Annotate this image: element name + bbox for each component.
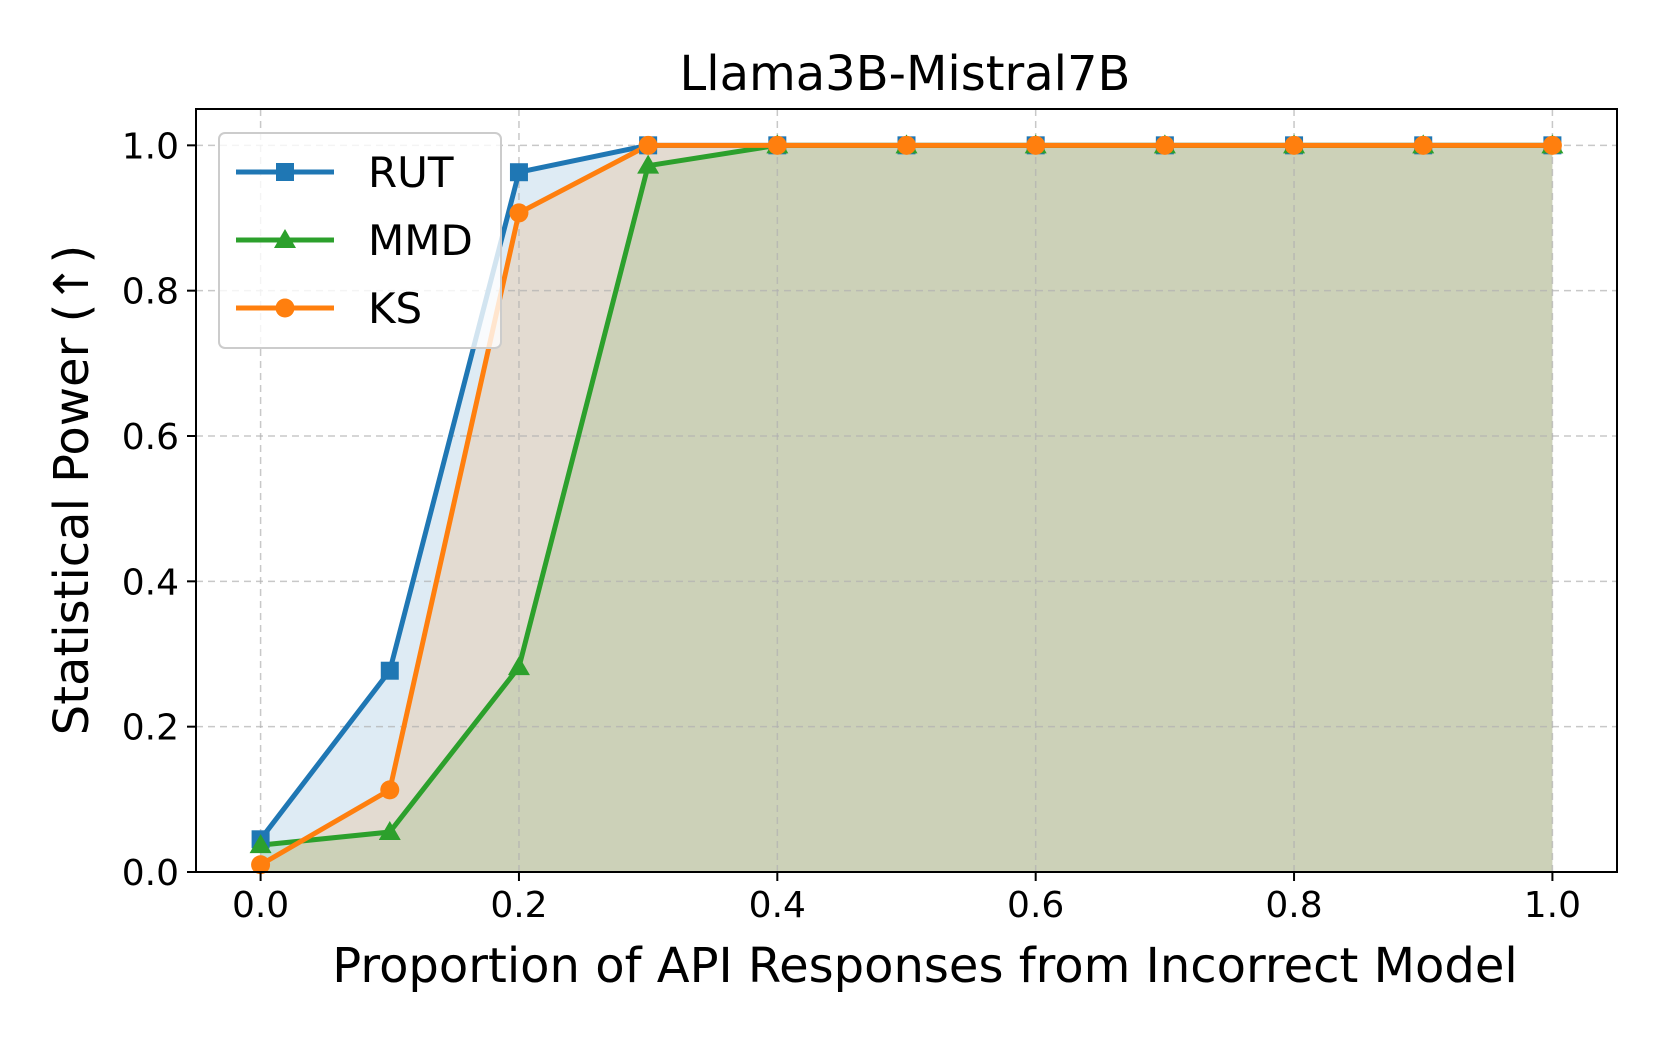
series-2-point-1 (380, 780, 400, 800)
y-tick-label-1: 0.2 (122, 708, 179, 749)
legend-box (218, 132, 502, 349)
series-2-point-7 (1155, 135, 1175, 155)
x-tick-label-4: 0.8 (1265, 885, 1322, 926)
series-0-point-2 (509, 163, 528, 182)
x-axis-label: Proportion of API Responses from Incorre… (332, 938, 1517, 994)
area-fill-0 (260, 145, 1553, 873)
series-2-point-4 (767, 135, 787, 155)
series-2-point-2 (509, 203, 529, 223)
series-1-point-1 (378, 821, 401, 841)
series-2-point-10 (1542, 135, 1562, 155)
y-axis-label: Statistical Power (↑) (44, 245, 100, 735)
plot-frame (195, 108, 1618, 873)
y-axis-ticks: 0.0 0.2 0.4 0.6 0.8 1.0 (122, 126, 196, 894)
y-tick-label-2: 0.4 (122, 562, 179, 603)
fill-layer (260, 145, 1553, 873)
series-1-point-2 (507, 656, 530, 676)
y-tick-label-0: 0.0 (122, 853, 179, 894)
series-markers (249, 134, 1564, 875)
area-fill-1 (260, 145, 1553, 873)
series-2-point-0 (251, 855, 271, 875)
series-1-point-0 (249, 834, 272, 854)
x-axis-ticks: 0.0 0.2 0.4 0.6 0.8 1.0 (232, 872, 1581, 926)
x-tick-label-0: 0.0 (232, 885, 289, 926)
x-tick-label-5: 1.0 (1524, 885, 1581, 926)
legend-label-1: MMD (368, 216, 473, 265)
y-tick-label-3: 0.6 (122, 417, 179, 458)
series-2-point-6 (1026, 135, 1046, 155)
series-2-point-3 (638, 135, 658, 155)
chart-title: Llama3B-Mistral7B (680, 46, 1131, 102)
x-tick-label-2: 0.4 (749, 885, 806, 926)
y-tick-label-4: 0.8 (122, 272, 179, 313)
legend: RUT MMD KS (218, 132, 502, 349)
legend-label-0: RUT (368, 148, 454, 197)
series-2-point-9 (1413, 135, 1433, 155)
legend-marker-1 (274, 229, 296, 248)
y-tick-label-5: 1.0 (122, 126, 179, 167)
x-tick-label-3: 0.6 (1007, 885, 1064, 926)
legend-marker-2 (275, 298, 295, 318)
legend-label-2: KS (368, 284, 422, 333)
series-1-point-3 (637, 154, 660, 174)
series-2-point-5 (897, 135, 916, 155)
area-fill-2 (260, 145, 1553, 873)
series-2-point-8 (1284, 135, 1304, 155)
legend-marker-0 (276, 163, 294, 181)
x-tick-label-1: 0.2 (490, 885, 547, 926)
series-0-point-1 (380, 661, 399, 680)
